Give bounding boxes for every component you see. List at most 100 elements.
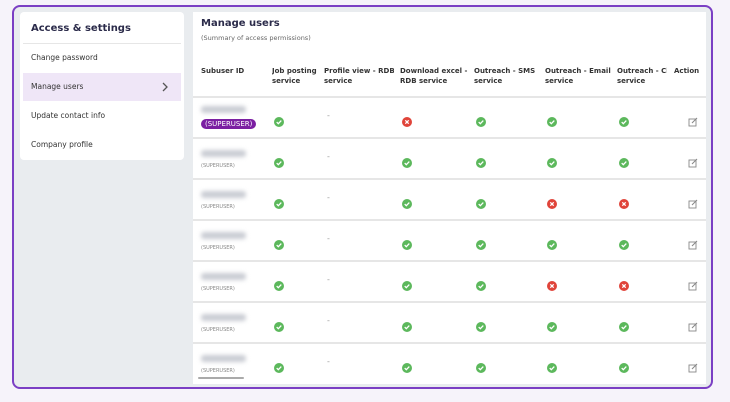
check-icon	[547, 153, 557, 168]
column-header: Profile view - RDB service	[324, 66, 394, 86]
role-label: (SUPERUSER)	[201, 368, 235, 374]
header-line: Outreach - SMS	[474, 67, 536, 75]
check-icon	[547, 112, 557, 127]
subuser-id-blurred	[201, 355, 246, 362]
role-label: (SUPERUSER)	[201, 286, 235, 292]
cross-icon	[619, 194, 629, 209]
edit-button[interactable]	[688, 235, 698, 250]
header-line: service	[545, 77, 574, 85]
cross-icon	[547, 194, 557, 209]
empty-cell: -	[327, 357, 330, 366]
edit-button[interactable]	[688, 358, 698, 373]
check-icon	[274, 317, 284, 332]
chevron	[162, 82, 168, 92]
row-separator	[193, 301, 706, 303]
header-line: Job posting	[272, 67, 317, 75]
subuser-id-blurred	[201, 232, 246, 239]
empty-cell: -	[327, 111, 330, 120]
cross-icon	[619, 276, 629, 291]
menu-item[interactable]: Change password	[31, 53, 98, 62]
empty-cell: -	[327, 193, 330, 202]
check-icon	[619, 153, 629, 168]
column-header: Subuser ID	[201, 66, 271, 76]
header-line: service	[324, 77, 353, 85]
sidebar: Access & settings Change password Manage …	[20, 12, 184, 160]
check-icon	[476, 153, 486, 168]
check-icon	[402, 358, 412, 373]
row-separator	[193, 137, 706, 139]
check-icon	[476, 358, 486, 373]
cross-icon	[402, 112, 412, 127]
menu-item[interactable]: Company profile	[31, 140, 93, 149]
row-separator	[193, 260, 706, 262]
check-icon	[619, 358, 629, 373]
check-icon	[619, 112, 629, 127]
role-label: (SUPERUSER)	[201, 245, 235, 251]
check-icon	[476, 194, 486, 209]
header-line: Outreach - Chat	[617, 67, 667, 75]
check-icon	[402, 194, 412, 209]
header-line: Outreach - Email	[545, 67, 611, 75]
check-icon	[619, 317, 629, 332]
sidebar-title: Access & settings	[31, 23, 131, 34]
check-icon	[274, 276, 284, 291]
column-header: Job posting service	[272, 66, 342, 86]
header-line: Profile view - RDB	[324, 67, 394, 75]
check-icon	[402, 153, 412, 168]
check-icon	[274, 194, 284, 209]
subuser-id-blurred	[201, 273, 246, 280]
menu-item[interactable]: Update contact info	[31, 111, 106, 120]
column-header: Outreach - Email service	[545, 66, 615, 86]
check-icon	[274, 358, 284, 373]
check-icon	[547, 317, 557, 332]
header-line: service	[272, 77, 301, 85]
check-icon	[274, 235, 284, 250]
role-label: (SUPERUSER)	[201, 327, 235, 333]
main-panel: Manage users (Summary of access permissi…	[193, 12, 706, 384]
check-icon	[619, 235, 629, 250]
role-label: (SUPERUSER)	[201, 119, 257, 129]
check-icon	[402, 235, 412, 250]
check-icon	[402, 276, 412, 291]
role-label: (SUPERUSER)	[201, 204, 235, 210]
check-icon	[402, 317, 412, 332]
check-icon	[476, 235, 486, 250]
subuser-id-blurred	[201, 314, 246, 321]
header-line: Subuser ID	[201, 67, 245, 75]
scrollbar	[198, 377, 244, 379]
menu-item[interactable]: Manage users	[23, 73, 181, 101]
row-separator	[193, 178, 706, 180]
cross-icon	[547, 276, 557, 291]
divider	[23, 43, 181, 44]
subuser-id-blurred	[201, 191, 246, 198]
subuser-id-blurred	[201, 150, 246, 157]
empty-cell: -	[327, 234, 330, 243]
empty-cell: -	[327, 152, 330, 161]
check-icon	[274, 153, 284, 168]
column-header: Download excel - RDB service	[400, 66, 470, 86]
subtitle: (Summary of access permissions)	[201, 34, 311, 42]
subuser-id-blurred	[201, 106, 246, 113]
check-icon	[274, 112, 284, 127]
edit-button[interactable]	[688, 153, 698, 168]
header-line: Download excel -	[400, 67, 468, 75]
check-icon	[476, 317, 486, 332]
row-separator	[193, 342, 706, 344]
edit-button[interactable]	[688, 317, 698, 332]
column-header: Action	[674, 66, 706, 76]
column-header: Outreach - Chat service	[617, 66, 667, 86]
main-title: Manage users	[201, 18, 280, 29]
edit-button[interactable]	[688, 194, 698, 209]
column-header: Outreach - SMS service	[474, 66, 544, 86]
edit-button[interactable]	[688, 276, 698, 291]
edit-button[interactable]	[688, 112, 698, 127]
header-line: service	[474, 77, 503, 85]
check-icon	[547, 358, 557, 373]
check-icon	[476, 112, 486, 127]
header-line: RDB service	[400, 77, 448, 85]
header-line: Action	[674, 67, 700, 75]
row-separator	[193, 96, 706, 98]
check-icon	[547, 235, 557, 250]
empty-cell: -	[327, 275, 330, 284]
